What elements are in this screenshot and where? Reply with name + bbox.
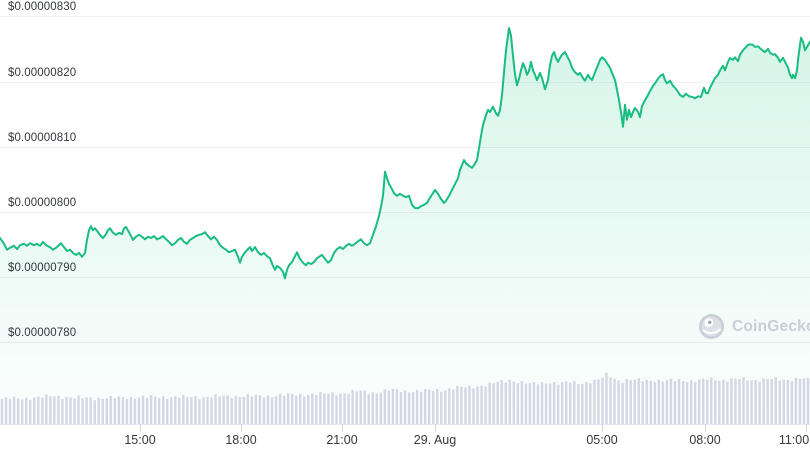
coingecko-gecko-icon: [699, 314, 724, 339]
coingecko-watermark: CoinGecko: [698, 313, 810, 340]
price-area-fill: [0, 28, 810, 424]
price-line: [0, 27, 810, 280]
volume-bars: [0, 372, 810, 424]
time-axis-ticks: [140, 424, 807, 432]
coingecko-watermark-text: CoinGecko: [732, 317, 810, 335]
